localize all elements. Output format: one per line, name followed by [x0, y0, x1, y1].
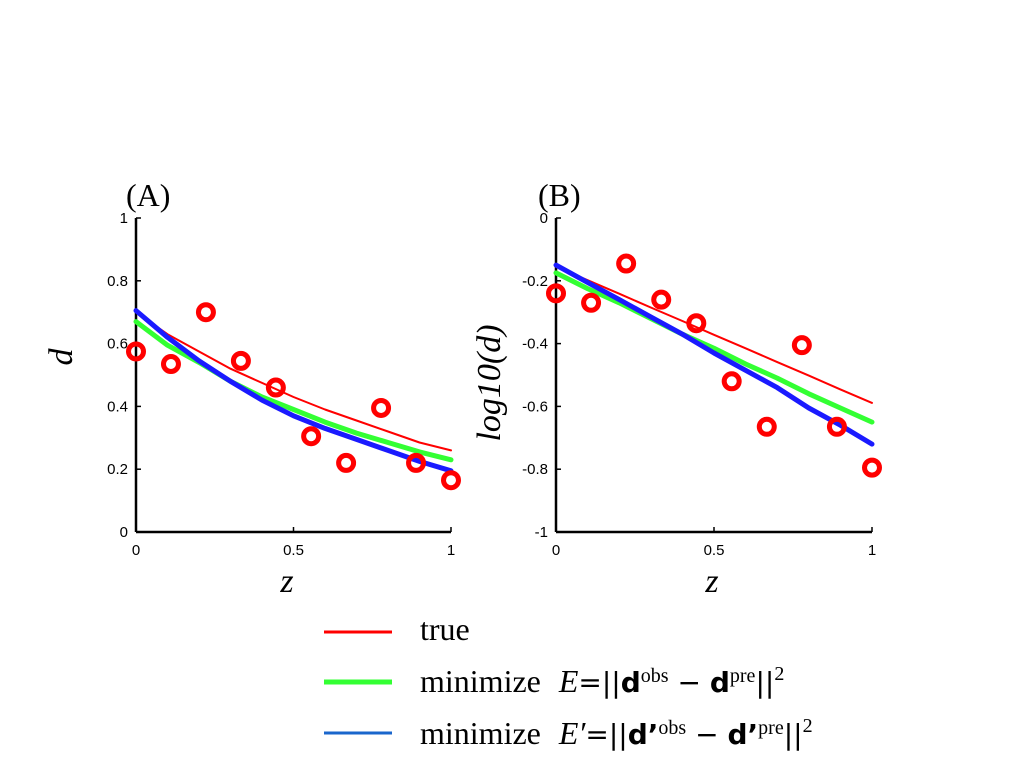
panel-label: (A) — [126, 177, 170, 213]
observed-point — [126, 341, 146, 362]
y-tick-label: 0 — [120, 524, 128, 541]
observed-point — [301, 426, 322, 447]
panel-a: 00.20.40.60.810 0.5 1(A)zd — [43, 177, 461, 600]
x-axis-label: z — [279, 563, 293, 600]
legend-label-min-e: minimize E=||dobs − dpre||2 — [420, 663, 784, 699]
series-line-min-e-prime — [553, 262, 875, 447]
x-tick-label: 1 — [868, 542, 876, 559]
y-axis-label: log10(d) — [471, 324, 508, 441]
observed-point — [371, 397, 392, 418]
legend-min-ep-word: minimize — [420, 715, 541, 751]
legend-min-ep-symbol: E′ — [558, 715, 587, 751]
observed-point — [826, 416, 847, 437]
legend-label-true: true — [420, 611, 470, 647]
legend-min-ep-sq: 2 — [803, 715, 813, 737]
legend-min-e-sq: 2 — [774, 663, 784, 685]
y-tick-label: -0.6 — [522, 398, 548, 415]
panel-label: (B) — [538, 177, 581, 213]
y-tick-label: 1 — [120, 210, 128, 227]
legend-min-e-symbol: E — [558, 663, 579, 699]
x-tick-label: 1 — [447, 542, 455, 559]
observed-point — [862, 457, 882, 478]
x-tick-label: 0 — [552, 542, 560, 559]
legend-min-ep-minus: − — [686, 718, 727, 751]
observed-point — [195, 302, 216, 323]
y-tick-label: -1 — [535, 524, 548, 541]
x-tick-label: 0.5 — [704, 542, 725, 559]
observed-point — [721, 371, 742, 392]
x-tick-label: 0.5 — [283, 542, 304, 559]
series-line-min-e — [553, 270, 875, 425]
legend-min-e-minus: − — [669, 666, 710, 699]
observed-point — [616, 253, 637, 274]
legend-label-min-e-prime: minimize E′=||d’obs − d’pre||2 — [420, 715, 813, 751]
observed-point — [791, 335, 812, 356]
y-tick-label: -0.4 — [522, 336, 548, 353]
y-tick-label: 0.8 — [107, 273, 128, 290]
y-tick-label: 0.4 — [107, 398, 128, 415]
y-tick-label: 0.6 — [107, 336, 128, 353]
x-tick-label: 0 — [132, 542, 140, 559]
series-line-min-e-prime — [133, 308, 454, 474]
observed-point — [441, 470, 461, 491]
series-line-min-e — [133, 319, 454, 463]
legend-min-e-word: minimize — [420, 663, 541, 699]
y-tick-label: 0.2 — [107, 461, 128, 478]
legend-min-e-eq: =|| — [578, 666, 620, 699]
y-tick-label: -0.8 — [522, 461, 548, 478]
observed-point — [265, 377, 286, 398]
observed-point — [651, 289, 672, 310]
observed-point — [336, 452, 357, 473]
legend-min-e-obs: obs — [641, 665, 669, 687]
observed-point — [756, 416, 777, 437]
legend-min-ep-dpre: d’ — [727, 718, 758, 751]
legend-min-ep-d: d’ — [628, 718, 659, 751]
series-line-true — [135, 311, 452, 452]
legend-min-e-close: || — [755, 666, 774, 699]
observed-point — [406, 452, 427, 473]
series-line-true — [555, 265, 873, 404]
observed-point — [686, 313, 707, 334]
observed-point — [581, 292, 602, 313]
y-tick-label: -0.2 — [522, 273, 548, 290]
legend-min-e-dpre: d — [710, 666, 730, 699]
legend-min-ep-eq: =|| — [585, 718, 627, 751]
legend: true minimize E=||dobs − dpre||2 minimiz… — [324, 611, 813, 751]
legend-min-e-pre: pre — [730, 665, 756, 687]
panel-b: -1 -0.8 -0.6 -0.4 -0.2 0 0 0.5 1 (B) z log10(d) — [471, 177, 882, 600]
y-tick-label: 0 — [540, 210, 548, 227]
legend-min-ep-close: || — [784, 718, 803, 751]
legend-min-ep-obs: obs — [658, 717, 686, 739]
observed-point — [230, 350, 251, 371]
y-axis-label: d — [43, 348, 80, 366]
x-axis-label: z — [704, 563, 718, 600]
legend-min-ep-pre: pre — [758, 717, 784, 739]
observed-point — [546, 283, 566, 304]
observed-point — [160, 354, 181, 375]
legend-min-e-d: d — [621, 666, 641, 699]
